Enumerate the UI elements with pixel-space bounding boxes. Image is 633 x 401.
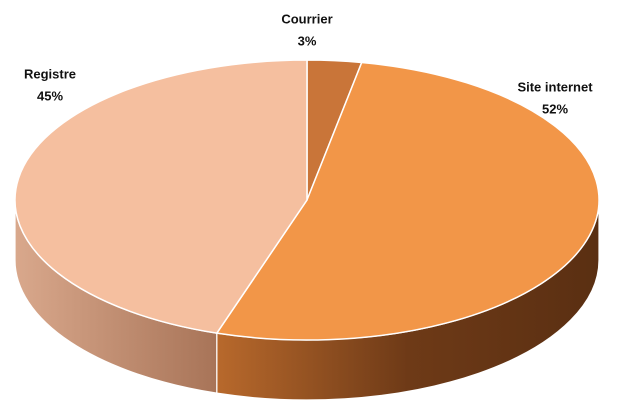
category-label: Registre xyxy=(24,66,76,81)
pie-tops xyxy=(14,59,600,341)
category-label: Site internet xyxy=(517,79,593,94)
value-label: 3% xyxy=(298,33,317,48)
pie-slice xyxy=(215,61,600,341)
value-label: 52% xyxy=(542,101,568,116)
labels: Courrier 3% Site internet 52% Registre 45% xyxy=(24,11,593,116)
category-label: Courrier xyxy=(281,11,332,26)
value-label: 45% xyxy=(37,88,63,103)
pie-slice xyxy=(14,59,308,334)
